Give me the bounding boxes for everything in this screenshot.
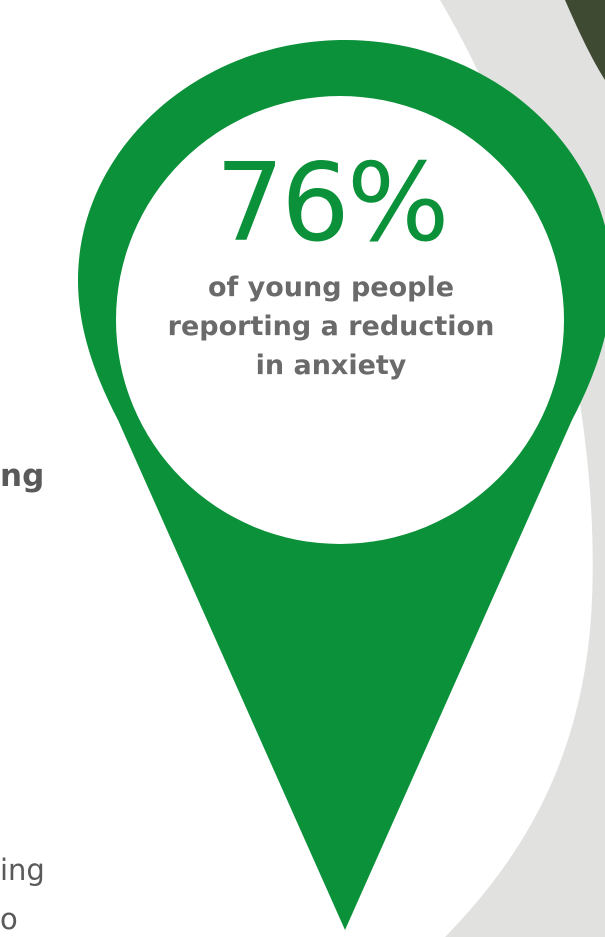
stat-block: 76% of young people reporting a reductio… <box>120 150 542 385</box>
stat-caption: of young people reporting a reduction in… <box>120 268 542 385</box>
stat-caption-line-1: of young people <box>207 272 455 303</box>
photo-corner <box>565 0 605 80</box>
stat-caption-line-2: reporting a reduction <box>167 311 495 342</box>
clipped-body-fragment-1: ing <box>0 853 45 887</box>
clipped-heading-fragment: ng <box>0 458 45 494</box>
stat-number: 76% <box>215 141 449 266</box>
pin-inner-circle <box>116 96 564 544</box>
clipped-body-fragment-2: o <box>0 902 18 936</box>
stat-caption-line-3: in anxiety <box>255 350 407 381</box>
